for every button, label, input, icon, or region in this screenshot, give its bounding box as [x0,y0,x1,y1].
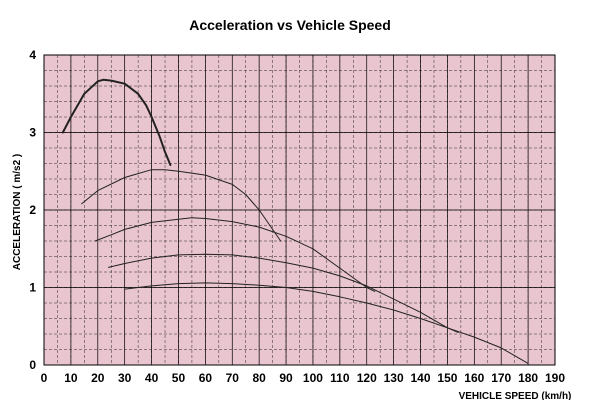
series-line-1 [61,78,172,166]
y-tick-label: 3 [29,126,36,140]
x-tick-label: 110 [330,371,350,385]
y-tick-labels: 0 1 2 3 4 [29,48,36,372]
x-tick-label: 70 [226,371,240,385]
x-tick-label: 150 [437,371,457,385]
y-tick-label: 1 [29,281,36,295]
x-tick-label: 80 [252,371,266,385]
x-tick-label: 40 [145,371,159,385]
y-tick-label: 4 [29,48,36,62]
x-tick-label: 170 [491,371,511,385]
plot-frame [43,54,556,366]
x-tick-label: 60 [199,371,213,385]
x-tick-label: 190 [545,371,565,385]
x-tick-label: 10 [64,371,78,385]
x-tick-label: 130 [384,371,404,385]
series-line-4 [108,253,459,333]
y-axis-label: ACCELERATION ( m/s2 ) [12,154,23,271]
x-tick-labels: 0 10 20 30 40 50 60 70 80 90 100 110 120 130 140 150 160… [41,371,566,385]
x-tick-label: 90 [279,371,293,385]
x-axis-label: VEHICLE SPEED (km/h) [459,391,572,400]
series-line-2 [81,169,282,242]
x-tick-label: 0 [41,371,48,385]
y-tick-label: 0 [29,358,36,372]
x-tick-label: 160 [464,371,484,385]
x-tick-label: 50 [172,371,186,385]
series-line-3 [94,217,376,292]
x-tick-label: 140 [411,371,431,385]
series-line-5 [124,282,529,364]
x-tick-label: 20 [91,371,105,385]
chart-title: Acceleration vs Vehicle Speed [189,17,391,33]
x-tick-label: 120 [357,371,377,385]
y-tick-label: 2 [29,203,36,217]
x-tick-label: 100 [303,371,323,385]
x-tick-label: 180 [518,371,538,385]
x-tick-label: 30 [118,371,132,385]
series-layer [61,78,529,364]
